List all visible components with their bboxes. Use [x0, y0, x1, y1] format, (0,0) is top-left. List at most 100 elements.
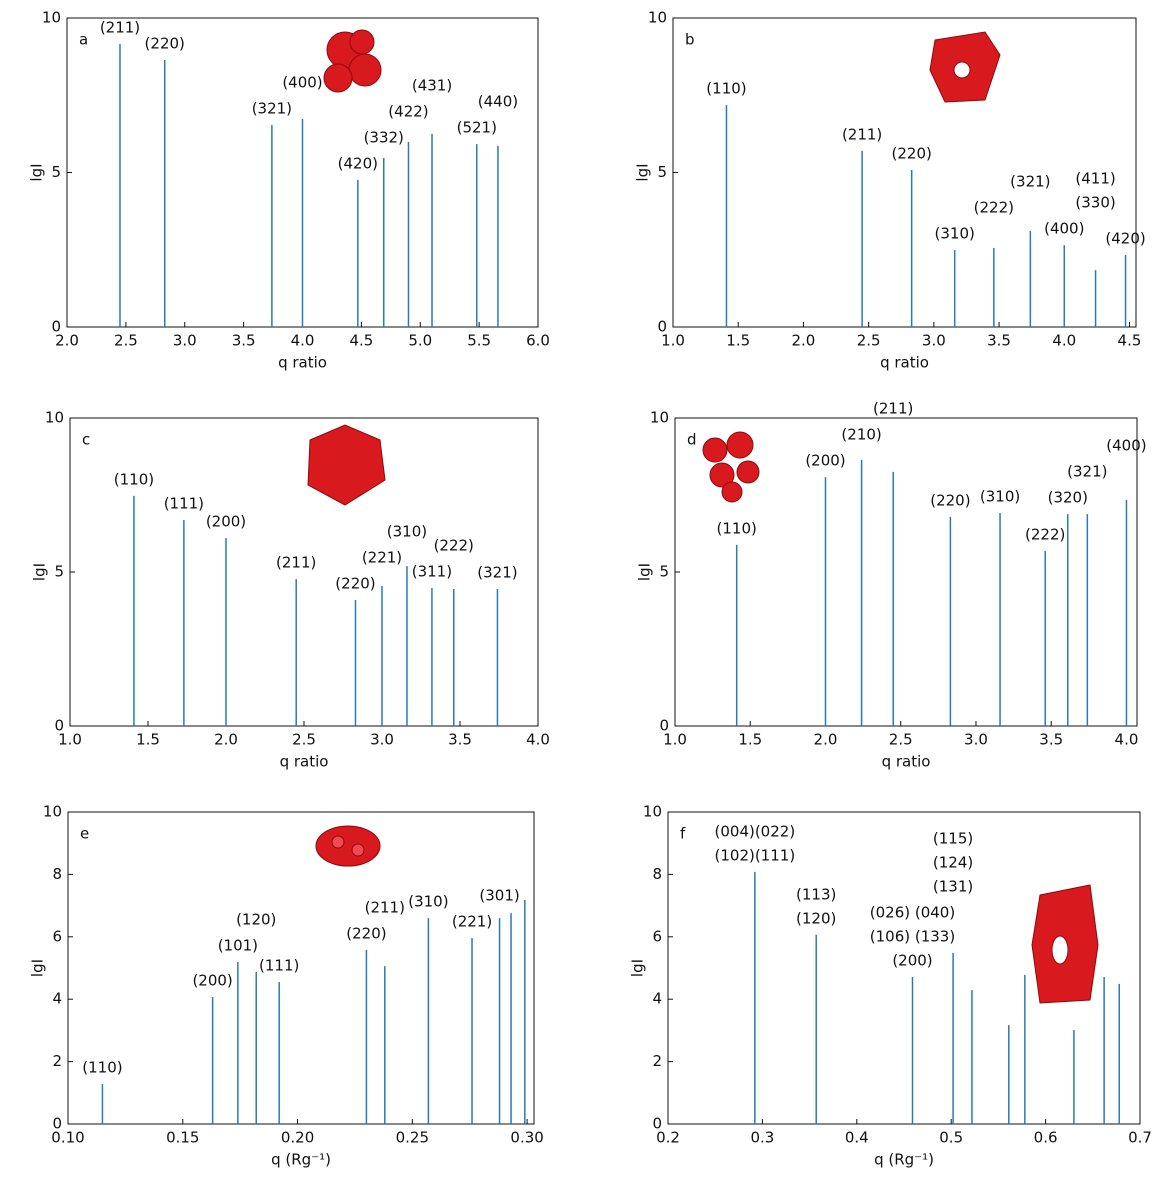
x-tick-label: 2.0 — [791, 332, 815, 350]
peak-label: (102)(111) — [715, 846, 796, 864]
y-tick-label: 0 — [51, 318, 61, 336]
x-tick-label: 3.5 — [448, 731, 472, 749]
y-tick-label: 8 — [652, 865, 662, 883]
x-tick-label: 3.0 — [173, 332, 197, 350]
x-tick-label: 3.5 — [1039, 731, 1063, 749]
y-tick-label: 8 — [52, 865, 62, 883]
x-tick-label: 0.10 — [51, 1129, 84, 1147]
panel-letter: c — [82, 431, 90, 449]
peak-label: (332) — [364, 128, 404, 146]
peak-label: (321) — [1010, 173, 1050, 191]
peak-label: (211) — [842, 125, 882, 143]
x-tick-label: 5.0 — [408, 332, 432, 350]
peak-label: (220) — [346, 924, 386, 942]
peak-label: (222) — [974, 199, 1014, 217]
x-tick-label: 1.0 — [58, 731, 82, 749]
panel: b 1.0 1.5 2.0 2.5 3.0 3.5 4.0 4.5 0 5 10 q ratio lgI (… — [634, 9, 1146, 372]
x-axis-label: q (Rg⁻¹) — [271, 1151, 331, 1169]
x-tick-label: 1.0 — [663, 731, 687, 749]
y-axis-label: lgI — [634, 163, 652, 181]
peak-label: (431) — [412, 76, 452, 94]
y-tick-label: 0 — [54, 717, 64, 735]
plot-frame — [69, 417, 539, 727]
x-tick-label: 4.0 — [1115, 731, 1139, 749]
x-axis-label: q ratio — [278, 354, 327, 372]
peak-label: (400) — [1044, 220, 1084, 238]
y-tick-label: 10 — [43, 803, 62, 821]
peak-label: (106) (133) — [870, 928, 955, 946]
y-axis-label: lgI — [31, 563, 49, 581]
peak-label: (115) — [933, 830, 973, 848]
y-tick-label: 10 — [42, 9, 61, 27]
inset-a — [323, 29, 382, 93]
x-tick-label: 1.5 — [738, 731, 762, 749]
x-tick-label: 1.0 — [661, 332, 685, 350]
y-tick-label: 5 — [54, 563, 64, 581]
y-tick-label: 4 — [652, 990, 662, 1008]
x-tick-label: 2.5 — [889, 731, 913, 749]
x-tick-label: 0.20 — [281, 1129, 314, 1147]
y-tick-label: 5 — [51, 163, 61, 181]
peak-label: (200) — [805, 452, 845, 470]
peak-label: (220) — [335, 575, 375, 593]
x-tick-label: 4.0 — [1052, 332, 1076, 350]
inset-d — [702, 431, 760, 503]
peak-label: (211) — [873, 400, 913, 418]
peak-label: (110) — [114, 470, 154, 488]
panel-letter: a — [79, 31, 88, 49]
peak-label: (420) — [1105, 230, 1145, 248]
inset-structures — [307, 29, 1099, 1004]
peak-label: (113) — [796, 885, 836, 903]
peak-label: (330) — [1075, 194, 1115, 212]
y-tick-label: 6 — [652, 927, 662, 945]
panel-letter: b — [685, 31, 695, 49]
peak-label: (521) — [457, 119, 497, 137]
inset-b — [929, 31, 1001, 103]
x-tick-label: 3.5 — [232, 332, 256, 350]
peak-label: (220) — [930, 491, 970, 509]
peak-label: (131) — [933, 878, 973, 896]
peak-label: (320) — [1048, 489, 1088, 507]
x-tick-label: 2.5 — [292, 731, 316, 749]
panel-letter: d — [687, 431, 697, 449]
peak-label: (211) — [100, 18, 140, 36]
peak-label: (310) — [387, 523, 427, 541]
y-tick-label: 2 — [52, 1052, 62, 1070]
x-tick-label: 0.25 — [396, 1129, 429, 1147]
peak-label: (311) — [412, 563, 452, 581]
x-tick-label: 5.5 — [467, 332, 491, 350]
y-tick-label: 0 — [657, 318, 667, 336]
x-tick-label: 2.5 — [114, 332, 138, 350]
x-tick-label: 0.5 — [939, 1129, 963, 1147]
panel: f 0.2 0.3 0.4 0.5 0.6 0.7 0 2 4 6 8 10 q (Rg⁻¹) lgI (00… — [629, 803, 1152, 1169]
y-axis-label: lgI — [636, 563, 654, 581]
peak-label: (310) — [980, 487, 1020, 505]
x-tick-label: 3.0 — [964, 731, 988, 749]
peak-label: (321) — [1067, 463, 1107, 481]
y-tick-label: 0 — [52, 1115, 62, 1133]
y-tick-label: 0 — [652, 1115, 662, 1133]
panel-letter: f — [680, 825, 686, 843]
panel: a 2.0 2.5 3.0 3.5 4.0 4.5 5.0 5.5 6.0 0 5 10 q ratio l… — [28, 9, 550, 372]
y-tick-label: 10 — [648, 9, 667, 27]
peak-label: (110) — [82, 1059, 122, 1077]
y-tick-label: 10 — [643, 803, 662, 821]
peak-label: (321) — [252, 99, 292, 117]
x-tick-label: 4.5 — [1118, 332, 1142, 350]
peak-label: (400) — [282, 73, 322, 91]
x-axis-label: q (Rg⁻¹) — [874, 1151, 934, 1169]
x-tick-label: 0.7 — [1128, 1129, 1152, 1147]
inset-f — [1031, 884, 1099, 1004]
x-tick-label: 0.3 — [750, 1129, 774, 1147]
peak-label: (200) — [206, 513, 246, 531]
peak-label: (120) — [236, 911, 276, 929]
peak-label: (211) — [276, 554, 316, 572]
peak-label: (124) — [933, 854, 973, 872]
panel-letter: e — [80, 825, 89, 843]
y-tick-label: 10 — [45, 409, 64, 427]
inset-e — [315, 825, 381, 867]
peak-label: (111) — [259, 957, 299, 975]
x-tick-label: 2.5 — [857, 332, 881, 350]
peak-label: (400) — [1106, 437, 1146, 455]
